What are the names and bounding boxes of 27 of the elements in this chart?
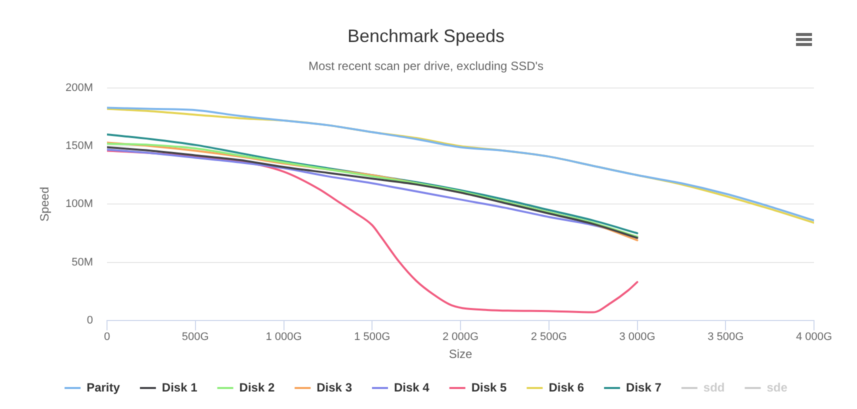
y-tick-label: 150M <box>65 140 93 152</box>
legend-label: Disk 5 <box>471 380 508 394</box>
x-tick-label: 3 000G <box>619 331 656 344</box>
legend-label: Disk 2 <box>239 380 275 394</box>
x-tick-label: 3 500G <box>708 331 744 344</box>
legend-label: Disk 4 <box>394 380 430 394</box>
legend-label: Disk 7 <box>626 380 662 394</box>
chart-subtitle: Most recent scan per drive, excluding SSD's <box>308 59 544 74</box>
x-axis-title: Size <box>448 347 472 362</box>
x-tick-label: 4 000G <box>796 331 832 344</box>
legend-label: Disk 1 <box>162 380 198 394</box>
x-tick-label: 0 <box>104 331 110 344</box>
x-tick-label: 1 000G <box>266 331 302 344</box>
x-tick-label: 2 500G <box>530 331 567 344</box>
y-tick-label: 100M <box>65 198 93 210</box>
y-tick-label: 0 <box>86 314 93 326</box>
y-tick-label: 50M <box>72 256 93 268</box>
legend-label: Disk 6 <box>548 380 584 394</box>
x-tick-label: 1 500G <box>354 331 390 344</box>
line-series <box>107 150 638 314</box>
y-tick-label: 200M <box>65 82 93 94</box>
legend-label: Disk 3 <box>316 380 352 394</box>
y-axis-title: Speed <box>38 186 52 222</box>
x-tick-label: 2 000G <box>442 331 479 344</box>
legend-label: Parity <box>86 380 120 394</box>
chart-title: Benchmark Speeds <box>347 26 505 46</box>
x-tick-label: 500G <box>182 331 209 344</box>
